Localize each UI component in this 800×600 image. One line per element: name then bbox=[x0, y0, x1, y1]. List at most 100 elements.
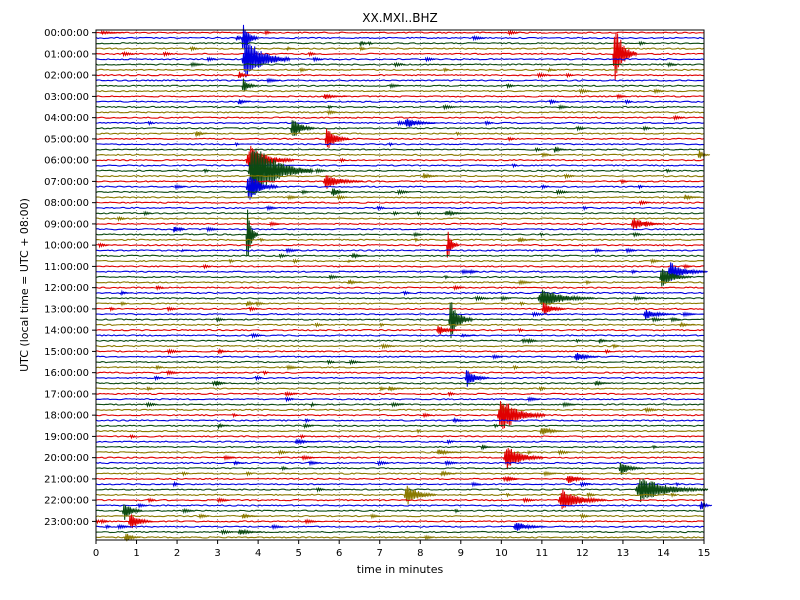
seismic-event bbox=[241, 513, 259, 520]
x-tick-label: 9 bbox=[458, 548, 464, 559]
trace-blip bbox=[670, 316, 682, 323]
seismic-event bbox=[241, 78, 259, 92]
seismic-event bbox=[237, 528, 263, 536]
trace-blip bbox=[147, 120, 155, 127]
trace-blip bbox=[287, 194, 299, 201]
x-tick-label: 5 bbox=[295, 548, 301, 559]
seismic-event bbox=[233, 460, 246, 466]
seismic-event bbox=[121, 504, 143, 520]
seismic-event bbox=[403, 118, 437, 127]
trace-row bbox=[95, 238, 705, 242]
trace-blip bbox=[594, 247, 604, 254]
trace-row bbox=[95, 243, 705, 247]
x-tick-label: 0 bbox=[93, 548, 99, 559]
seismic-event bbox=[322, 93, 348, 100]
minute-gridlines bbox=[136, 30, 664, 540]
seismic-event bbox=[557, 489, 607, 510]
trace-blip bbox=[308, 459, 322, 467]
trace-blip bbox=[444, 275, 450, 280]
trace-row bbox=[95, 461, 705, 465]
trace-blip bbox=[154, 375, 163, 382]
trace-row bbox=[96, 477, 705, 481]
trace-blip bbox=[625, 247, 638, 254]
x-tick-label: 2 bbox=[174, 548, 180, 559]
trace-blip bbox=[117, 215, 126, 222]
trace-blip bbox=[557, 449, 571, 456]
trace-blip bbox=[223, 454, 237, 462]
trace-blip bbox=[155, 364, 164, 371]
trace-blip bbox=[316, 486, 325, 493]
seismic-event bbox=[245, 145, 295, 174]
trace-row bbox=[95, 143, 705, 146]
trace-blip bbox=[456, 131, 461, 137]
trace-row bbox=[95, 440, 705, 443]
trace-blip bbox=[507, 136, 515, 143]
trace-blip bbox=[653, 88, 665, 95]
trace-row bbox=[95, 228, 705, 231]
trace-row bbox=[95, 509, 705, 512]
trace-blip bbox=[167, 348, 181, 355]
trace-row bbox=[95, 196, 705, 199]
trace-blip bbox=[299, 67, 309, 74]
trace-blip bbox=[137, 502, 148, 509]
x-tick-label: 7 bbox=[377, 548, 383, 559]
x-tick-label: 13 bbox=[617, 548, 630, 559]
trace-blip bbox=[397, 188, 411, 196]
trace-row bbox=[95, 137, 705, 141]
trace-blip bbox=[446, 439, 454, 445]
trace-row bbox=[95, 275, 705, 279]
y-tick-label: 01:00:00 bbox=[44, 49, 89, 60]
y-tick-label: 17:00:00 bbox=[44, 389, 89, 400]
trace-row bbox=[95, 334, 705, 337]
trace-row bbox=[95, 127, 705, 130]
trace-blip bbox=[522, 497, 536, 504]
trace-blip bbox=[117, 523, 131, 531]
trace-blip bbox=[246, 470, 253, 477]
trace-row bbox=[95, 472, 705, 475]
trace-blip bbox=[248, 305, 259, 313]
seismic-event bbox=[480, 444, 494, 451]
trace-blip bbox=[604, 348, 612, 355]
trace-row bbox=[95, 536, 705, 539]
trace-blip bbox=[541, 151, 552, 159]
seismic-event bbox=[446, 231, 460, 258]
trace-row bbox=[95, 116, 705, 119]
trace-blip bbox=[447, 391, 456, 398]
trace-blip bbox=[562, 401, 577, 408]
seismic-event bbox=[247, 148, 314, 195]
trace-row bbox=[96, 488, 705, 491]
trace-row bbox=[95, 467, 705, 470]
seismic-event bbox=[642, 309, 676, 320]
trace-row bbox=[95, 445, 705, 449]
trace-blip bbox=[286, 364, 299, 371]
trace-blip bbox=[349, 358, 361, 366]
trace-row bbox=[95, 318, 705, 321]
trace-blip bbox=[633, 295, 647, 302]
plot-frame bbox=[95, 29, 705, 541]
trace-blip bbox=[269, 220, 281, 228]
seismic-event bbox=[237, 71, 251, 78]
y-tick-label: 08:00:00 bbox=[44, 198, 89, 209]
seismic-event bbox=[553, 146, 567, 153]
trace-row bbox=[95, 344, 705, 348]
trace-blip bbox=[424, 56, 436, 63]
trace-blip bbox=[506, 492, 511, 498]
seismic-event bbox=[241, 24, 259, 49]
trace-row bbox=[95, 350, 705, 353]
x-tick-label: 8 bbox=[417, 548, 423, 559]
trace-row bbox=[95, 281, 705, 284]
seismic-event bbox=[421, 172, 439, 179]
trace-blip bbox=[549, 98, 559, 106]
trace-blip bbox=[281, 465, 289, 472]
trace-blip bbox=[453, 284, 464, 291]
trace-blip bbox=[506, 475, 519, 483]
seismic-event bbox=[359, 40, 372, 48]
trace-blip bbox=[336, 194, 348, 201]
trace-blip bbox=[359, 45, 367, 52]
trace-row bbox=[95, 413, 705, 417]
seismic-event bbox=[517, 236, 534, 243]
seismic-event bbox=[452, 416, 469, 424]
trace-row bbox=[95, 73, 705, 77]
trace-row bbox=[95, 483, 705, 486]
